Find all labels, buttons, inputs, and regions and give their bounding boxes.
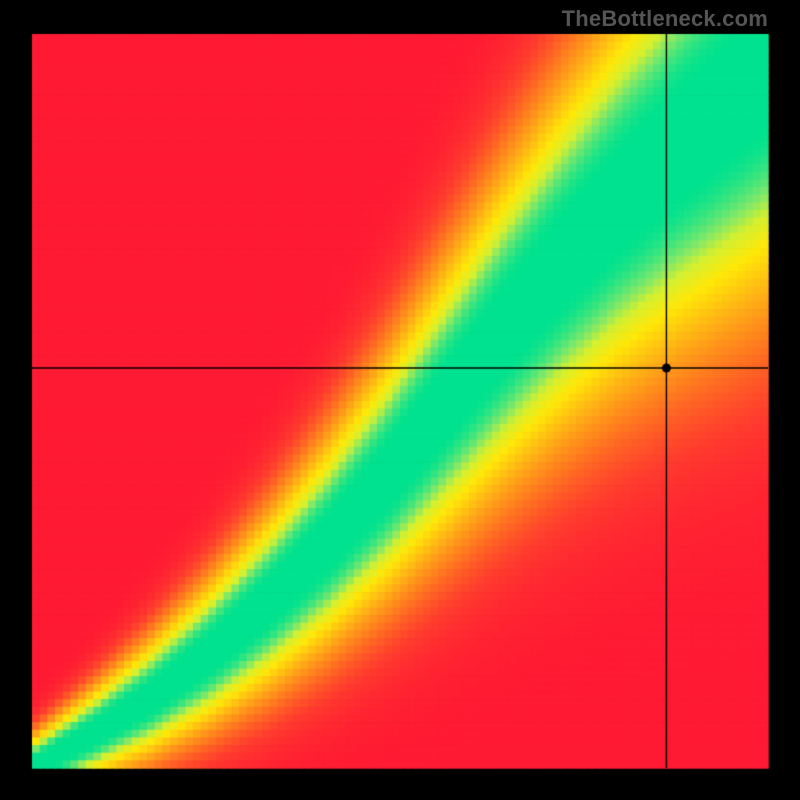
- watermark-text: TheBottleneck.com: [562, 6, 768, 32]
- chart-container: TheBottleneck.com: [0, 0, 800, 800]
- heatmap-canvas: [0, 0, 800, 800]
